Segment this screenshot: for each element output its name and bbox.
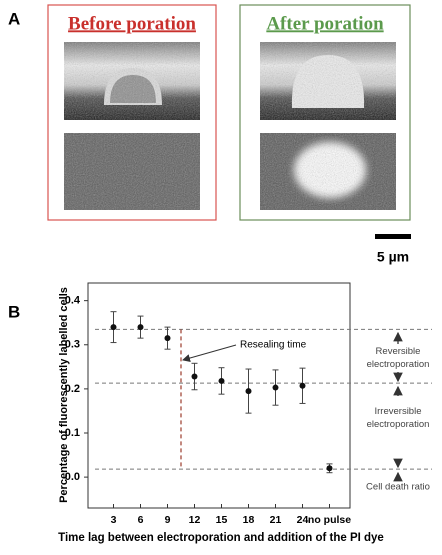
region-label: Irreversible (375, 406, 422, 417)
region-label: electroporation (367, 359, 430, 370)
x-tick-label: no pulse (308, 514, 351, 526)
image-noise (64, 42, 200, 120)
x-tick-label: 15 (216, 514, 228, 526)
image-noise (260, 133, 396, 210)
data-point (245, 388, 252, 395)
after-frame (239, 4, 411, 221)
image-noise (64, 133, 200, 210)
scale-label: 5 µm (377, 249, 409, 265)
data-point (110, 324, 117, 331)
data-point (137, 324, 144, 331)
region-label: electroporation (367, 419, 430, 430)
x-tick-label: 18 (243, 514, 255, 526)
y-tick-label: 0.4 (65, 295, 81, 307)
before-title: Before poration (68, 13, 196, 34)
x-tick-label: 9 (165, 514, 171, 526)
panel-label: A (8, 9, 20, 28)
x-tick-label: 3 (111, 514, 117, 526)
plot-frame (87, 282, 351, 509)
x-axis-label: Time lag between electroporation and add… (58, 532, 384, 544)
data-point (272, 384, 279, 391)
x-tick-label: 24 (297, 514, 309, 526)
before-frame (47, 4, 217, 221)
region-label: Cell death ratio (366, 482, 430, 493)
y-tick-label: 0.2 (65, 383, 80, 395)
y-tick-label: 0.0 (65, 471, 80, 483)
data-point (191, 373, 198, 380)
x-tick-label: 21 (270, 514, 282, 526)
x-tick-label: 6 (138, 514, 144, 526)
y-tick-label: 0.1 (65, 427, 80, 439)
region-label: Reversible (376, 346, 421, 357)
image-noise (260, 42, 396, 120)
y-axis-label: Percentage of fluorescently labelled cel… (58, 287, 70, 503)
x-tick-label: 12 (189, 514, 201, 526)
y-tick-label: 0.3 (65, 339, 80, 351)
scale-bar (375, 234, 411, 239)
data-point (164, 335, 171, 342)
data-point (326, 465, 333, 472)
panel-label: B (8, 302, 20, 321)
after-title: After poration (266, 13, 384, 34)
annotation-arrow (182, 344, 237, 362)
data-point (218, 377, 225, 384)
annotation: Resealing time (240, 340, 307, 351)
data-point (299, 382, 306, 389)
